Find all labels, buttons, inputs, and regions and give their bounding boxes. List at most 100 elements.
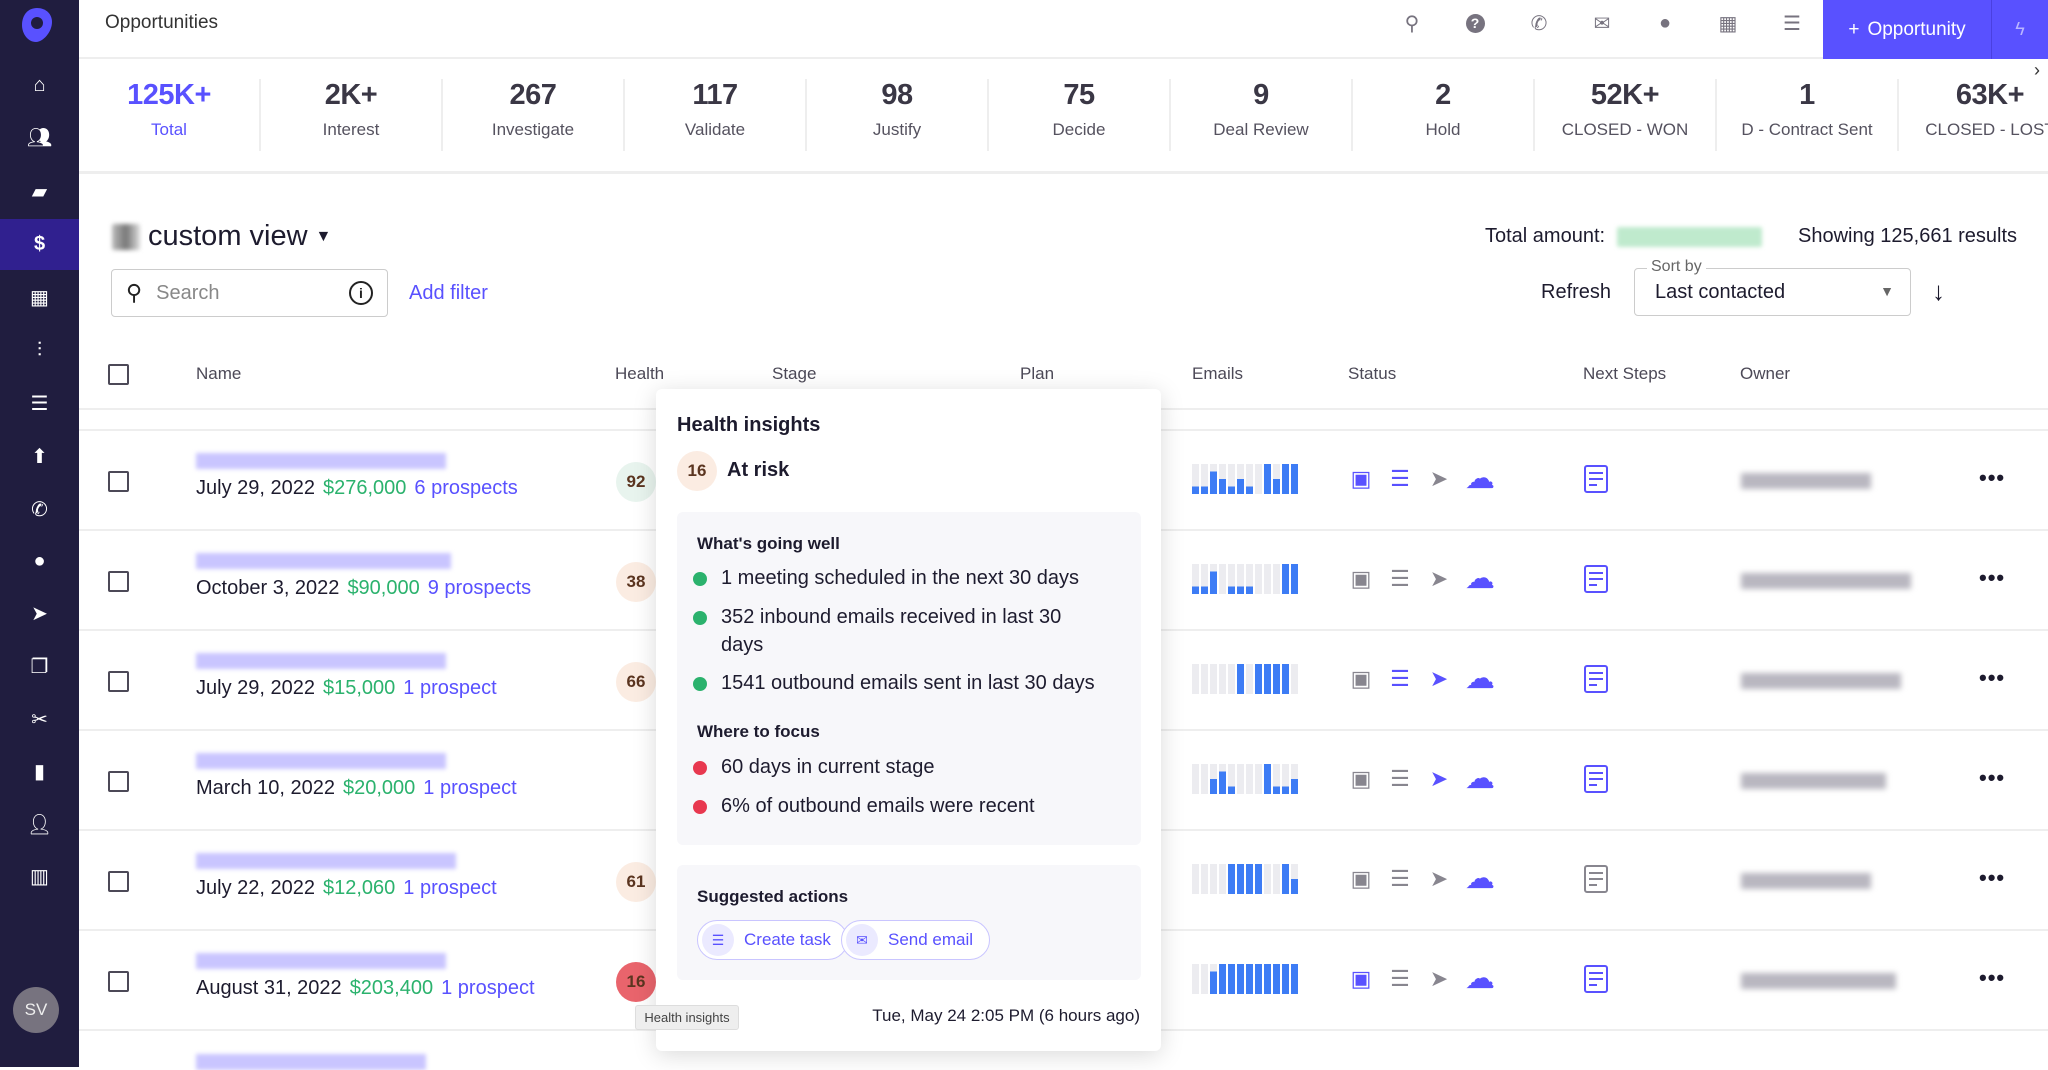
sidebar-item-users[interactable]: 👤︎ — [0, 799, 79, 849]
refresh-button[interactable]: Refresh — [1541, 281, 1612, 303]
sidebar-item-tasks[interactable]: ☰ — [0, 378, 79, 428]
opportunity-name-redacted[interactable] — [196, 553, 451, 569]
send-icon[interactable]: ➤ — [1429, 466, 1449, 491]
stat-closed-won[interactable]: 52K+ CLOSED - WON — [1535, 79, 1717, 151]
cloud-icon[interactable]: ☁ — [1465, 462, 1495, 495]
column-name[interactable]: Name — [196, 364, 242, 383]
sidebar-item-calendar[interactable]: ▦ — [0, 272, 79, 322]
send-icon[interactable]: ➤ — [1429, 866, 1449, 891]
stat-total[interactable]: 125K+ Total — [79, 79, 261, 151]
tasks-icon[interactable]: ☰ — [1390, 466, 1410, 491]
cloud-icon[interactable]: ☁ — [1465, 862, 1495, 895]
calendar-icon[interactable]: ▣ — [1350, 866, 1372, 891]
cloud-icon[interactable]: ☁ — [1465, 762, 1495, 795]
column-emails[interactable]: Emails — [1192, 364, 1244, 383]
calendar-icon[interactable]: ▦ — [1718, 12, 1738, 35]
mail-icon[interactable]: ✉ — [1593, 12, 1611, 35]
stat-deal-review[interactable]: 9 Deal Review — [1171, 79, 1353, 151]
stat-justify[interactable]: 98 Justify — [807, 79, 989, 151]
column-health[interactable]: Health — [615, 364, 665, 383]
opportunity-name-redacted[interactable] — [196, 753, 446, 769]
health-score-badge[interactable]: 92 — [616, 462, 656, 502]
sidebar-item-opportunities[interactable]: $ — [0, 219, 79, 270]
calendar-icon[interactable]: ▣ — [1350, 666, 1372, 691]
sidebar-item-map[interactable]: ▥ — [0, 851, 79, 901]
tasks-icon[interactable]: ☰ — [1390, 866, 1410, 891]
new-opportunity-button[interactable]: + Opportunity — [1823, 0, 1991, 59]
sidebar-item-snippets[interactable]: ✂ — [0, 694, 79, 744]
view-selector[interactable]: custom view ▼ — [112, 220, 331, 253]
chat-icon[interactable]: ● — [1658, 11, 1672, 34]
sidebar-item-home[interactable]: ⌂ — [0, 60, 79, 110]
notes-icon[interactable] — [1584, 665, 1608, 693]
notes-icon[interactable] — [1584, 565, 1608, 593]
send-email-button[interactable]: ✉ Send email — [841, 920, 991, 960]
notes-icon[interactable] — [1584, 865, 1608, 893]
notes-icon[interactable] — [1584, 965, 1608, 993]
health-score-badge[interactable]: 66 — [616, 662, 656, 702]
tasks-icon[interactable]: ☰ — [1390, 566, 1410, 591]
prospects-link[interactable]: 9 prospects — [427, 577, 532, 599]
sort-by-select[interactable]: Sort by Last contacted ▼ — [1634, 258, 1911, 316]
send-icon[interactable]: ➤ — [1429, 766, 1449, 791]
sidebar-item-reports[interactable]: ▮ — [0, 746, 79, 796]
sidebar-item-import[interactable]: ⬆ — [0, 431, 79, 481]
row-checkbox[interactable] — [108, 571, 129, 592]
more-options-icon[interactable]: ••• — [1979, 865, 2006, 890]
stat-validate[interactable]: 117 Validate — [625, 79, 807, 151]
health-score-badge[interactable]: 16 — [616, 962, 656, 1002]
cloud-icon[interactable]: ☁ — [1465, 662, 1495, 695]
select-all-checkbox[interactable] — [108, 364, 129, 385]
calendar-icon[interactable]: ▣ — [1350, 566, 1372, 591]
more-options-icon[interactable]: ••• — [1979, 965, 2006, 990]
column-status[interactable]: Status — [1348, 364, 1397, 383]
sidebar-item-people[interactable]: 👥︎ — [0, 112, 79, 162]
chevron-right-icon[interactable]: › — [2034, 60, 2040, 80]
prospects-link[interactable]: 1 prospect — [441, 977, 535, 999]
more-options-icon[interactable]: ••• — [1979, 465, 2006, 490]
notes-icon[interactable] — [1584, 765, 1608, 793]
stat-closed-lost[interactable]: 63K+ CLOSED - LOST — [1899, 79, 2048, 151]
cloud-icon[interactable]: ☁ — [1465, 962, 1495, 995]
info-icon[interactable]: i — [349, 281, 373, 305]
search-icon[interactable]: ⚲ — [1404, 12, 1420, 35]
tasks-icon[interactable]: ☰ — [1390, 666, 1410, 691]
help-icon[interactable]: ? — [1462, 10, 1488, 36]
calendar-icon[interactable]: ▣ — [1350, 766, 1372, 791]
prospects-link[interactable]: 1 prospect — [403, 877, 497, 899]
sidebar-item-calls[interactable]: ✆ — [0, 484, 79, 534]
tasks-icon[interactable]: ☰ — [1390, 966, 1410, 991]
sidebar-item-sequences[interactable]: ➤ — [0, 588, 79, 638]
stat-d-contract-sent[interactable]: 1 D - Contract Sent — [1717, 79, 1899, 151]
sidebar-item-chat[interactable]: ● — [0, 536, 79, 586]
calendar-icon[interactable]: ▣ — [1350, 466, 1372, 491]
stat-investigate[interactable]: 267 Investigate — [443, 79, 625, 151]
prospects-link[interactable]: 1 prospect — [423, 777, 517, 799]
prospects-link[interactable]: 6 prospects — [414, 477, 518, 499]
search-input[interactable]: ⚲ Search i — [111, 269, 388, 317]
opportunity-name-redacted[interactable] — [196, 653, 446, 669]
cloud-icon[interactable]: ☁ — [1465, 562, 1495, 595]
health-score-badge[interactable]: 61 — [616, 862, 656, 902]
avatar[interactable]: SV — [13, 987, 59, 1033]
create-task-button[interactable]: ☰ Create task — [697, 920, 848, 960]
add-filter-link[interactable]: Add filter — [409, 282, 488, 304]
tasks-icon[interactable]: ☰ — [1390, 766, 1410, 791]
quick-actions-button[interactable]: ϟ — [1991, 0, 2048, 59]
sidebar-item-accounts[interactable]: ▰ — [0, 166, 79, 216]
send-icon[interactable]: ➤ — [1429, 666, 1449, 691]
column-stage[interactable]: Stage — [772, 364, 817, 383]
opportunity-name-redacted[interactable] — [196, 453, 446, 469]
outreach-logo-icon[interactable] — [18, 6, 56, 44]
row-checkbox[interactable] — [108, 871, 129, 892]
row-checkbox[interactable] — [108, 471, 129, 492]
opportunity-name-redacted[interactable] — [196, 853, 456, 869]
tasks-icon[interactable]: ☰ — [1783, 12, 1801, 35]
opportunity-name-redacted[interactable] — [196, 953, 446, 969]
send-icon[interactable]: ➤ — [1429, 566, 1449, 591]
stat-interest[interactable]: 2K+ Interest — [261, 79, 443, 151]
row-checkbox[interactable] — [108, 771, 129, 792]
more-options-icon[interactable]: ••• — [1979, 665, 2006, 690]
phone-icon[interactable]: ✆ — [1530, 12, 1548, 35]
prospects-link[interactable]: 1 prospect — [403, 677, 497, 699]
